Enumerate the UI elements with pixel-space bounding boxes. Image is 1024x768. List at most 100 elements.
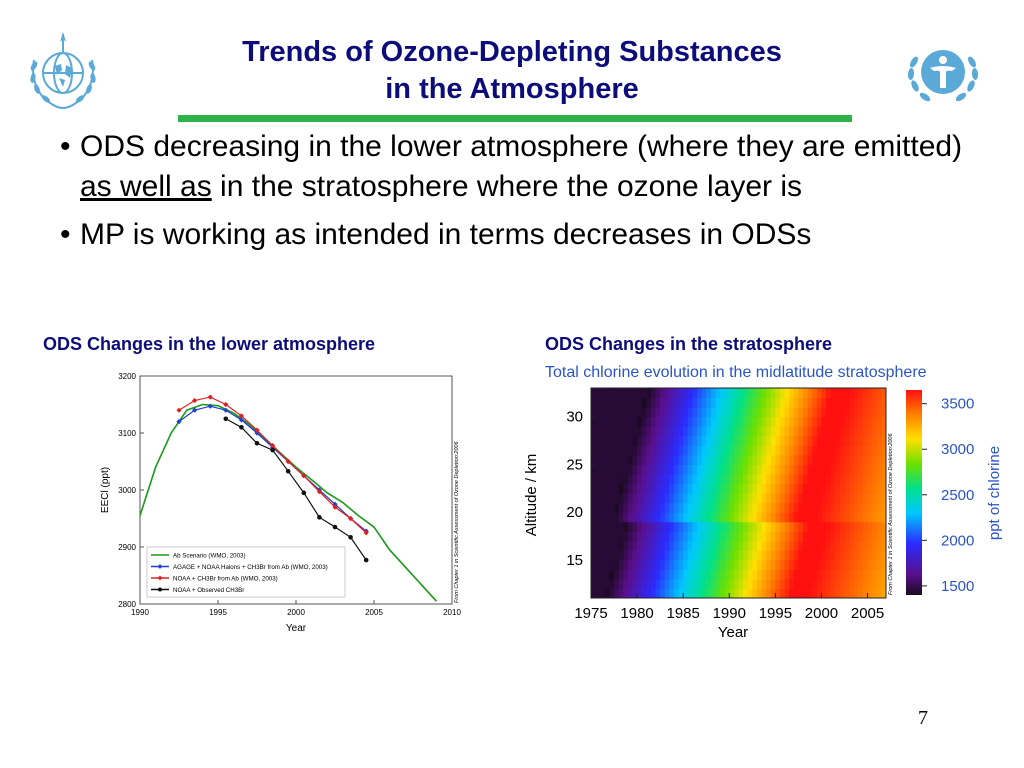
heatmap-cell — [881, 569, 886, 580]
heatmap-cell — [660, 426, 666, 437]
heatmap-cell — [701, 521, 707, 532]
heatmap-cell — [784, 407, 790, 418]
heatmap-cell — [853, 559, 859, 570]
heatmap-cell — [641, 540, 647, 551]
heatmap-cell — [655, 407, 661, 418]
x-tick-label: 1990 — [131, 608, 149, 617]
heatmap-cell — [646, 464, 652, 475]
heatmap-cell — [673, 397, 680, 408]
heatmap-cell — [687, 454, 694, 465]
bullet-list: • ODS decreasing in the lower atmosphere … — [60, 127, 980, 263]
heatmap-cell — [821, 416, 827, 427]
heatmap-cell — [738, 473, 744, 485]
heatmap-cell — [844, 445, 850, 456]
heatmap-cell — [591, 512, 597, 523]
heatmap-cell — [706, 454, 712, 465]
heatmap-cell — [876, 578, 882, 590]
heatmap-cell — [835, 464, 841, 475]
heatmap-cell — [830, 493, 836, 504]
heatmap-cell — [724, 569, 730, 580]
heatmap-cell — [650, 521, 657, 532]
heatmap-cell — [650, 531, 657, 542]
heatmap-cell — [816, 407, 823, 418]
heatmap-cell — [756, 397, 763, 408]
heatmap-cell — [830, 473, 836, 485]
heatmap-cell — [724, 445, 730, 456]
heatmap-cell — [816, 473, 823, 485]
heatmap-cell — [798, 483, 804, 494]
heatmap-cell — [641, 578, 647, 590]
data-point — [223, 416, 229, 422]
heatmap-cell — [798, 464, 804, 475]
data-point — [332, 524, 338, 530]
heatmap-cell — [775, 473, 781, 485]
heatmap-cell — [872, 435, 878, 446]
heatmap-cell — [839, 435, 846, 446]
heatmap-cell — [706, 445, 712, 456]
heatmap-cell — [710, 531, 717, 542]
heatmap-cell — [706, 435, 712, 446]
heatmap-cell — [706, 502, 712, 513]
heatmap-cell — [609, 502, 615, 513]
heatmap-cell — [770, 578, 776, 590]
heatmap-cell — [724, 407, 730, 418]
heatmap-cell — [872, 578, 878, 590]
heatmap-cell — [793, 569, 800, 580]
data-point — [348, 515, 354, 522]
heatmap-cell — [604, 588, 611, 598]
heatmap-cell — [849, 512, 855, 523]
heatmap-cell — [789, 550, 795, 561]
heatmap-cell — [867, 426, 873, 437]
heatmap-cell — [756, 531, 763, 542]
heatmap-cell — [793, 540, 800, 551]
heatmap-cell — [779, 407, 786, 418]
heatmap-cell — [720, 435, 726, 446]
heatmap-cell — [844, 397, 850, 408]
heatmap-cell — [650, 445, 657, 456]
heatmap-cell — [683, 426, 689, 437]
heatmap-cell — [876, 388, 882, 399]
heatmap-cell — [701, 550, 707, 561]
title-line-1: Trends of Ozone-Depleting Substances — [242, 36, 782, 68]
heatmap-cell — [839, 502, 846, 513]
heatmap-cell — [835, 388, 841, 399]
heatmap-cell — [623, 502, 629, 513]
heatmap-cell — [697, 578, 703, 590]
heatmap-cell — [812, 569, 818, 580]
heatmap-cell — [816, 502, 823, 513]
heatmap-cell — [784, 578, 790, 590]
heatmap-cell — [789, 502, 795, 513]
heatmap-cell — [816, 569, 823, 580]
heatmap-cell — [858, 493, 864, 504]
heatmap-cell — [614, 407, 620, 418]
heatmap-cell — [844, 531, 850, 542]
heatmap-cell — [729, 569, 735, 580]
heatmap-cell — [862, 454, 869, 465]
heatmap-cell — [733, 559, 740, 570]
heatmap-cell — [747, 483, 753, 494]
heatmap-cell — [600, 550, 606, 561]
heatmap-cell — [779, 483, 786, 494]
heatmap-cell — [807, 578, 813, 590]
heatmap-cell — [789, 483, 795, 494]
heatmap-cell — [839, 521, 846, 532]
heatmap-cell — [692, 559, 698, 570]
heatmap-cell — [853, 550, 859, 561]
heatmap-cell — [664, 531, 670, 542]
heatmap-cell — [798, 531, 804, 542]
heatmap-cell — [872, 416, 878, 427]
heatmap-cell — [747, 531, 753, 542]
heatmap-cell — [816, 464, 823, 475]
heatmap-cell — [770, 588, 776, 598]
data-point — [317, 515, 322, 520]
heatmap-cell — [830, 445, 836, 456]
heatmap-cell — [600, 445, 606, 456]
heatmap-cell — [623, 540, 629, 551]
heatmap-cell — [687, 540, 694, 551]
heatmap-cell — [660, 483, 666, 494]
heatmap-cell — [839, 512, 846, 523]
heatmap-cell — [724, 454, 730, 465]
heatmap-cell — [627, 445, 634, 456]
heatmap-cell — [595, 435, 601, 446]
heatmap-cell — [655, 559, 661, 570]
